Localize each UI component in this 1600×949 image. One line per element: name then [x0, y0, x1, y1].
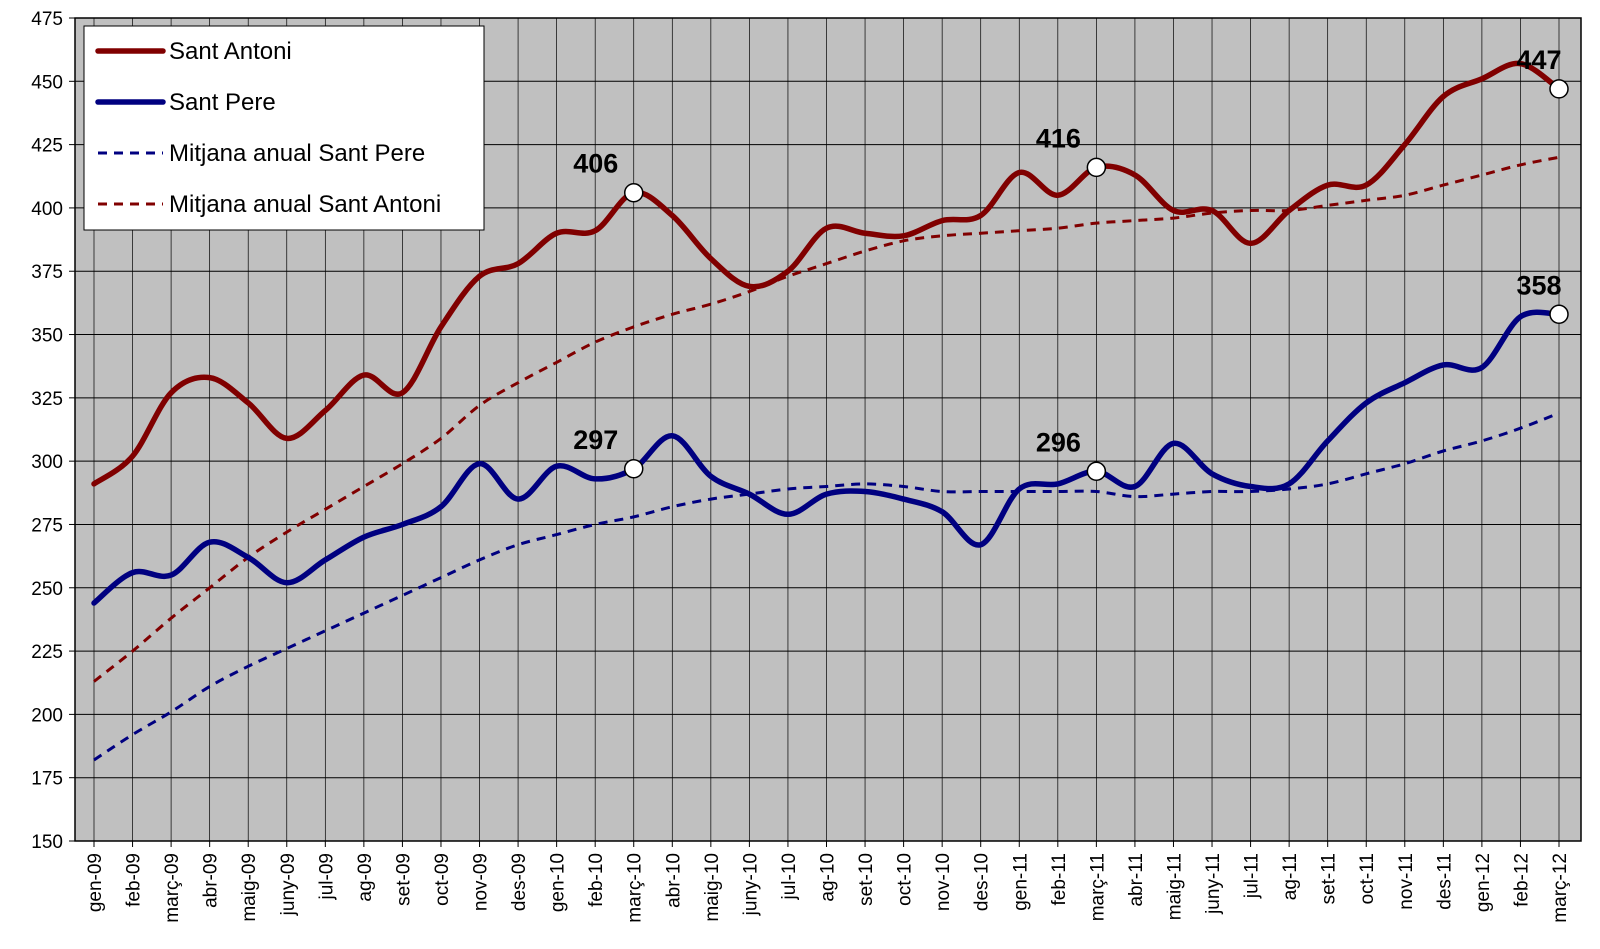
series-line-0: [91, 60, 1562, 487]
x-tick-label: març-11: [1087, 853, 1108, 921]
x-tick-label: abr-10: [663, 853, 684, 908]
y-tick-label: 475: [31, 9, 63, 30]
annotation-label: 416: [1036, 123, 1081, 153]
annotation-label: 358: [1516, 270, 1561, 300]
x-tick-label: juny-10: [740, 853, 761, 916]
annotation-marker: [1549, 304, 1569, 325]
series-lines: [91, 60, 1562, 762]
x-tick-label: oct-10: [895, 853, 916, 906]
x-tick-label: feb-10: [586, 853, 607, 907]
x-tick-label: oct-09: [432, 853, 453, 906]
y-tick-label: 400: [31, 199, 63, 220]
x-tick-label: ag-11: [1280, 853, 1301, 900]
annotation-label: 296: [1036, 427, 1081, 457]
x-tick-label: març-12: [1550, 853, 1571, 923]
x-axis: gen-09 feb-09 març-09 abr-09 maig-09 juny-09 j…: [85, 841, 1571, 923]
y-tick-label: 300: [31, 452, 63, 473]
y-tick-label: 450: [31, 72, 63, 93]
annotation-markers: 406 416 447 297 296 358: [573, 45, 1569, 482]
x-tick-label: març-09: [162, 853, 183, 923]
x-tick-label: nov-09: [471, 853, 492, 911]
annotation-marker: [1086, 461, 1107, 482]
x-tick-label: set-10: [856, 853, 877, 906]
y-tick-label: 200: [31, 705, 63, 726]
x-tick-label: ag-09: [355, 853, 376, 902]
x-tick-label: gen-10: [548, 853, 569, 912]
annotation-label: 297: [573, 425, 618, 455]
grid-lines: [75, 17, 1581, 842]
legend-label: Sant Antoni: [169, 38, 292, 65]
x-tick-label: gen-11: [1010, 853, 1031, 911]
y-tick-label: 150: [31, 832, 63, 853]
y-tick-label: 225: [31, 642, 63, 663]
annotation-label: 447: [1516, 45, 1561, 75]
y-tick-label: 175: [31, 769, 63, 790]
x-tick-label: des-09: [509, 853, 530, 911]
x-tick-label: març-10: [625, 853, 646, 923]
x-tick-label: jul-09: [316, 853, 337, 900]
annotation-marker: [1549, 79, 1569, 99]
y-tick-label: 250: [31, 579, 63, 600]
legend-label: Mitjana anual Sant Antoni: [169, 191, 441, 218]
y-tick-label: 325: [31, 389, 63, 410]
series-line-2: [93, 411, 1560, 762]
x-tick-label: oct-11: [1357, 853, 1378, 904]
y-tick-label: 425: [31, 136, 63, 157]
legend-label: Mitjana anual Sant Pere: [169, 140, 425, 167]
x-tick-label: jul-11: [1242, 853, 1263, 899]
x-tick-label: jul-10: [779, 853, 800, 900]
x-tick-label: set-09: [393, 853, 414, 906]
x-tick-label: feb-12: [1511, 853, 1532, 907]
legend-label: Sant Pere: [169, 89, 276, 116]
series-line-1: [91, 309, 1562, 606]
x-tick-label: des-11: [1434, 853, 1455, 910]
x-tick-label: abr-11: [1126, 853, 1147, 907]
annotation-marker: [623, 459, 644, 479]
annotation-marker: [1086, 157, 1107, 178]
series-line-3: [93, 155, 1560, 683]
x-tick-label: gen-12: [1473, 853, 1494, 912]
x-tick-label: ag-10: [818, 853, 839, 902]
x-tick-label: feb-11: [1049, 853, 1070, 905]
x-tick-label: nov-11: [1396, 853, 1417, 910]
y-tick-label: 350: [31, 326, 63, 347]
legend-box: [83, 25, 485, 231]
y-tick-label: 275: [31, 515, 63, 536]
x-tick-label: set-11: [1319, 853, 1340, 904]
y-axis: 150 175 200 225 250 275 300 325 350 375 400 425 450 4…: [31, 9, 75, 853]
x-tick-label: feb-09: [124, 853, 145, 907]
x-tick-label: abr-09: [201, 853, 222, 908]
x-tick-label: maig-09: [239, 853, 260, 922]
x-tick-label: nov-10: [933, 853, 954, 911]
x-tick-label: maig-10: [702, 853, 723, 922]
legend: Sant Antoni Sant Pere Mitjana anual Sant P…: [83, 25, 485, 231]
x-tick-label: juny-09: [278, 853, 299, 916]
annotation-label: 406: [573, 149, 618, 179]
x-tick-label: maig-11: [1164, 853, 1185, 920]
x-tick-label: juny-11: [1203, 853, 1224, 915]
x-tick-label: des-10: [972, 853, 993, 911]
y-tick-label: 375: [31, 262, 63, 283]
annotation-marker: [623, 182, 644, 203]
x-tick-label: gen-09: [85, 853, 106, 912]
